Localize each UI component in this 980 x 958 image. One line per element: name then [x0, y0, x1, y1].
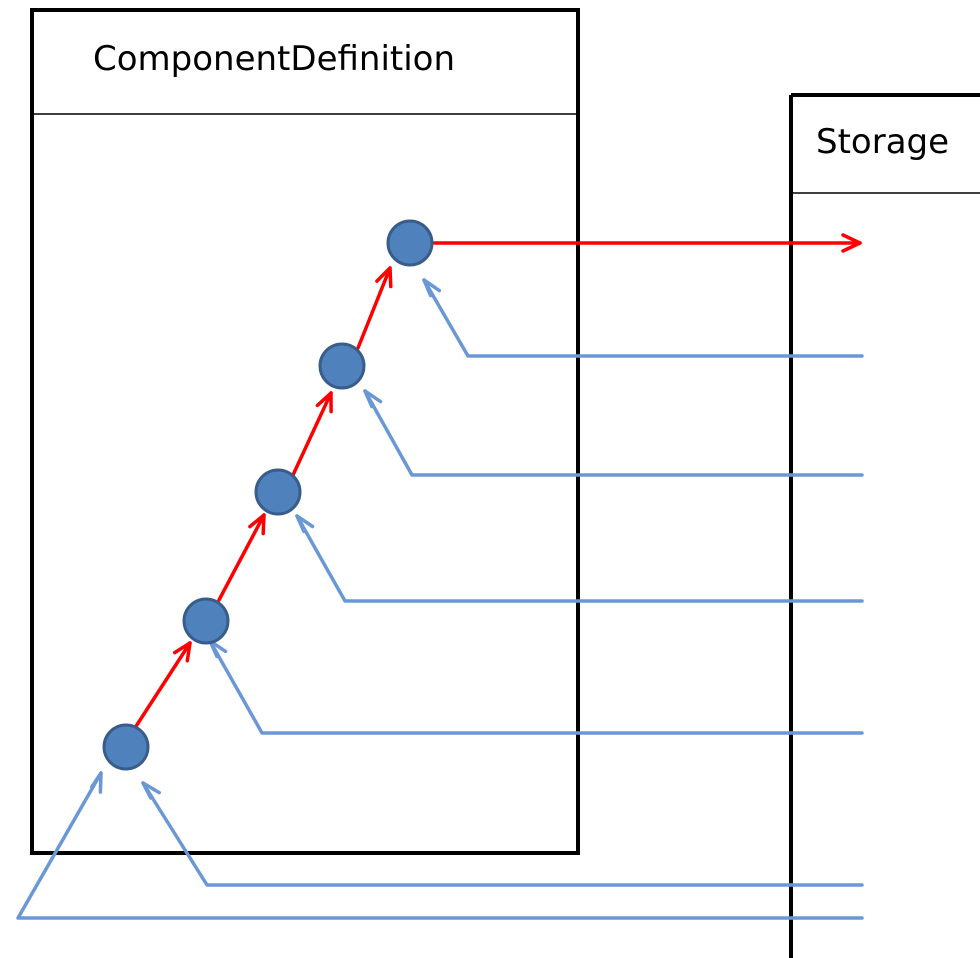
- blue-arrow-1: [18, 773, 862, 918]
- node-2-circle-icon: [184, 599, 228, 643]
- chevron-arrow-icon: [143, 783, 159, 798]
- red-arrows: [131, 235, 860, 734]
- storage-box: Storage: [791, 95, 980, 958]
- red-arrow-1: [131, 643, 190, 734]
- nodes: [104, 221, 432, 769]
- blue-arrows: [18, 280, 862, 918]
- component-definition-box: ComponentDefinition: [32, 10, 578, 853]
- node-3-circle-icon: [256, 470, 300, 514]
- node-5-circle-icon: [388, 221, 432, 265]
- red-arrow-3: [293, 393, 331, 475]
- storage-title: Storage: [816, 122, 949, 162]
- blue-arrow-3: [210, 641, 862, 733]
- node-1-circle-icon: [104, 725, 148, 769]
- red-arrow-4: [358, 268, 391, 348]
- blue-arrow-6: [424, 280, 862, 356]
- red-arrow-output: [434, 235, 860, 251]
- blue-arrow-5: [365, 391, 862, 475]
- component-definition-title: ComponentDefinition: [93, 39, 455, 79]
- red-arrow-2: [219, 515, 264, 600]
- component-definition-border: [32, 10, 578, 853]
- blue-arrow-2: [143, 783, 862, 885]
- node-4-circle-icon: [320, 344, 364, 388]
